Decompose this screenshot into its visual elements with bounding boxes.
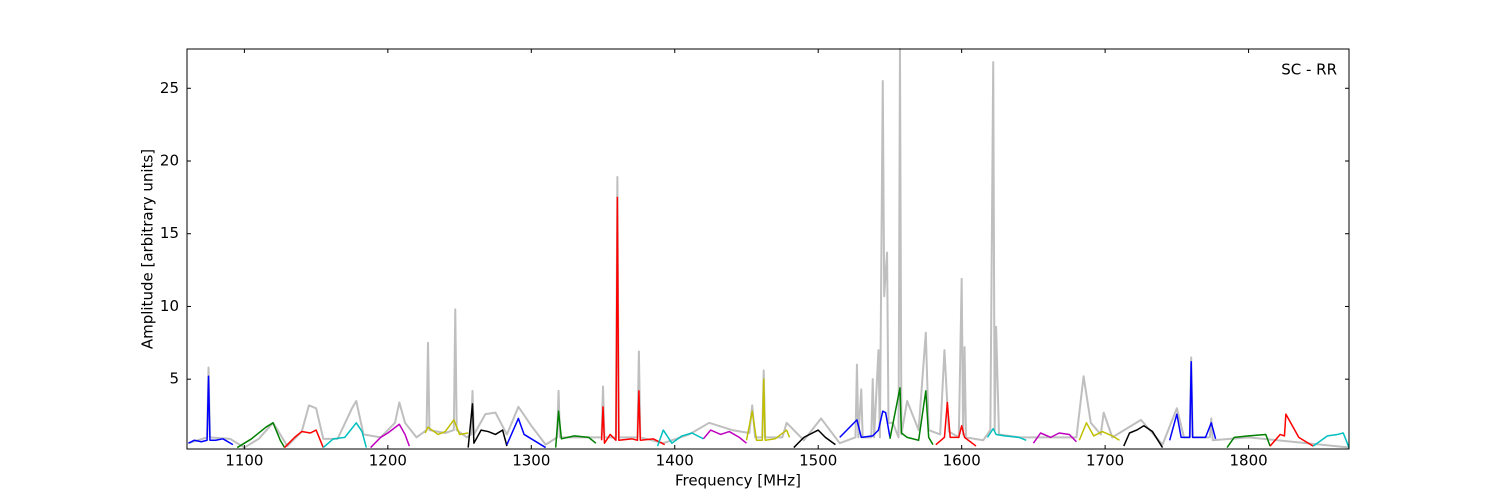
series-line: [889, 387, 934, 446]
series-line: [188, 48, 1350, 449]
series-line: [370, 423, 411, 449]
y-tick-label: 10: [160, 297, 179, 315]
series-line: [935, 401, 977, 447]
x-tick-label: 1700: [1086, 452, 1124, 470]
series-line: [745, 378, 791, 442]
series-line: [1312, 432, 1350, 448]
x-tick-label: 1100: [225, 452, 263, 470]
series-line: [188, 375, 234, 446]
series-line: [1078, 422, 1120, 441]
plot-frame: [186, 48, 1350, 450]
y-tick-label: 25: [160, 79, 179, 97]
y-tick-label: 15: [160, 224, 179, 242]
series-line: [467, 403, 508, 448]
x-tick-label: 1400: [656, 452, 694, 470]
series-line: [322, 422, 368, 449]
x-tick-label: 1300: [512, 452, 550, 470]
series-line: [424, 419, 469, 436]
series-line: [986, 427, 1027, 441]
series-line: [1269, 413, 1314, 447]
x-tick-label: 1500: [799, 452, 837, 470]
x-tick-label: 1200: [369, 452, 407, 470]
y-axis-label: Amplitude [arbitrary units]: [139, 149, 157, 349]
series-line: [656, 429, 704, 447]
series-line: [1123, 424, 1164, 448]
y-tick-label: 5: [169, 370, 179, 388]
x-tick-label: 1600: [943, 452, 981, 470]
series-line: [506, 417, 547, 449]
series-line: [702, 429, 747, 444]
series-line: [236, 422, 286, 449]
series-line: [600, 196, 666, 446]
series-line: [1226, 433, 1271, 448]
series-line: [284, 429, 324, 449]
series-line: [1032, 432, 1077, 444]
annotation: SC - RR: [1281, 61, 1337, 79]
series-line: [793, 429, 836, 449]
series-line: [1168, 360, 1217, 441]
series-line: [839, 410, 891, 439]
series-line: [554, 410, 597, 448]
x-axis-label: Frequency [MHz]: [675, 472, 801, 490]
y-tick-label: 20: [160, 152, 179, 170]
x-tick-label: 1800: [1229, 452, 1267, 470]
